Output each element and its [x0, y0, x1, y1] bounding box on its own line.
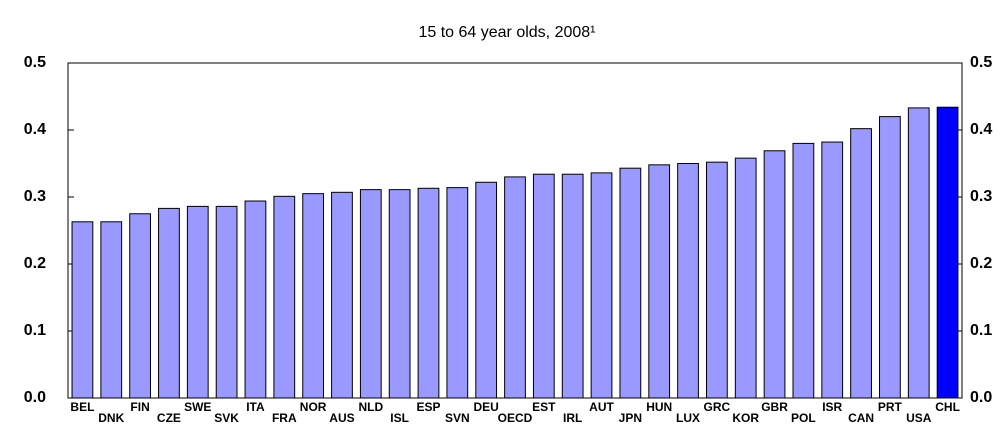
y2-tick-label: 0.3	[970, 188, 992, 205]
bar	[907, 107, 930, 399]
y-tick-label: 0.2	[24, 255, 46, 272]
bar	[302, 193, 325, 399]
bar	[446, 187, 469, 399]
y2-tick-label: 0.1	[970, 322, 992, 339]
x-tick-label: ISL	[390, 411, 409, 425]
bar	[244, 200, 267, 399]
bar	[879, 116, 901, 399]
bar	[504, 176, 526, 399]
bar	[359, 189, 382, 399]
bar	[273, 195, 296, 399]
x-tick-label: ESP	[416, 400, 440, 414]
x-tick-label: PRT	[878, 400, 903, 414]
x-tick-label: JPN	[619, 411, 642, 425]
y2-tick-label: 0.5	[970, 54, 992, 71]
bar	[821, 141, 844, 399]
chart-title: 15 to 64 year olds, 2008¹	[418, 24, 595, 41]
bar	[158, 207, 180, 399]
x-tick-label: ITA	[246, 400, 265, 414]
x-tick-label: BEL	[70, 400, 94, 414]
x-tick-label: NLD	[358, 400, 383, 414]
x-tick-label: IRL	[563, 411, 582, 425]
bar	[388, 189, 411, 399]
x-tick-label: DEU	[473, 400, 498, 414]
x-tick-label: LUX	[676, 411, 700, 425]
bar	[331, 191, 353, 399]
y-tick-label: 0.0	[24, 389, 46, 406]
bar	[936, 106, 959, 399]
x-tick-label: SWE	[184, 400, 211, 414]
bar	[532, 173, 555, 399]
y-tick-label: 0.3	[24, 188, 46, 205]
x-tick-label: NOR	[300, 400, 327, 414]
bar	[648, 164, 671, 399]
bar	[619, 167, 642, 399]
y2-tick-label: 0.4	[970, 121, 992, 138]
x-tick-label: POL	[791, 411, 816, 425]
x-tick-label: GBR	[761, 400, 788, 414]
x-tick-label: SVN	[445, 411, 470, 425]
bar	[792, 142, 815, 399]
x-tick-label: ISR	[822, 400, 842, 414]
x-tick-label: AUS	[329, 411, 354, 425]
y-tick-label: 0.5	[24, 54, 46, 71]
bar	[677, 163, 699, 399]
bar	[705, 161, 728, 399]
x-tick-label: HUN	[646, 400, 672, 414]
x-tick-label: KOR	[732, 411, 759, 425]
x-tick-label: CZE	[157, 411, 181, 425]
y2-tick-label: 0.2	[970, 255, 992, 272]
x-tick-label: CAN	[848, 411, 874, 425]
bar	[129, 213, 151, 399]
y-tick-label: 0.4	[24, 121, 46, 138]
bar	[417, 187, 440, 399]
bar	[100, 221, 123, 399]
y2-tick-label: 0.0	[970, 389, 992, 406]
bar	[475, 181, 498, 399]
x-tick-label: FRA	[272, 411, 297, 425]
x-tick-label: OECD	[498, 411, 533, 425]
bar	[215, 205, 238, 399]
x-tick-label: CHL	[935, 400, 960, 414]
bar	[763, 150, 786, 399]
x-tick-label: FIN	[130, 400, 149, 414]
x-tick-label: EST	[532, 400, 556, 414]
x-tick-label: SVK	[214, 411, 239, 425]
x-tick-label: USA	[906, 411, 932, 425]
y-tick-label: 0.1	[24, 322, 46, 339]
x-tick-label: GRC	[704, 400, 731, 414]
bar	[186, 205, 209, 399]
x-tick-label: AUT	[589, 400, 614, 414]
bar	[590, 172, 613, 399]
bar	[71, 221, 94, 399]
bar	[734, 157, 757, 399]
bar	[561, 173, 584, 399]
x-tick-label: DNK	[98, 411, 124, 425]
bar	[850, 128, 872, 399]
